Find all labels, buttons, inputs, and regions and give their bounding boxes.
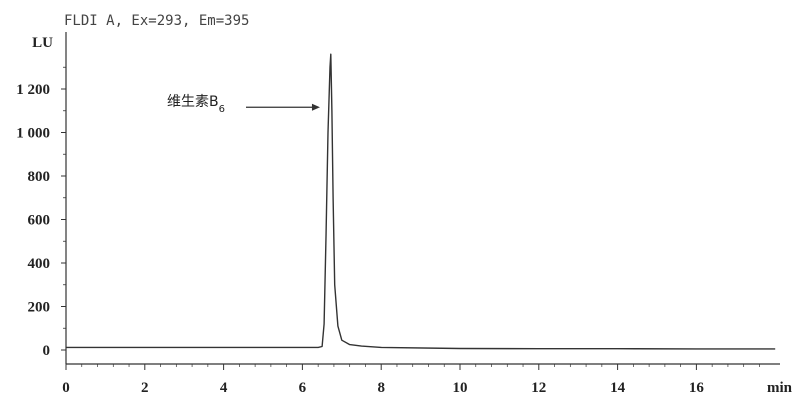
annotation-arrow-head [311,103,320,111]
x-tick-label: 4 [220,380,228,396]
y-tick-label: 400 [28,256,51,272]
y-tick-label: 1 000 [16,126,50,142]
y-tick-label: 200 [28,300,51,316]
y-tick-label: 600 [28,213,51,229]
peak-annotation-label: 维生素B6 [167,94,225,115]
x-tick-label: 0 [62,380,70,396]
chart-title: FLDI A, Ex=293, Em=395 [64,13,249,29]
x-tick-label: 14 [610,380,626,396]
x-tick-label: 12 [531,380,546,396]
x-axis-label: min [767,380,793,396]
x-tick-label: 16 [689,380,705,396]
y-tick-label: 0 [43,343,51,359]
series [66,53,776,350]
ticks: 0 200 400 600 800 1 000 1 200 0 2 4 6 8 10 12 14 16 [16,66,760,396]
series-line-0 [66,53,776,350]
x-tick-label: 10 [453,380,468,396]
annotations: 维生素B6 [167,94,320,115]
x-tick-label: 2 [141,380,149,396]
y-tick-label: 1 200 [16,82,50,98]
y-axis-label: LU [32,35,53,51]
y-tick-label: 800 [28,169,51,185]
x-tick-label: 8 [377,380,385,396]
axes [65,32,780,365]
x-tick-label: 6 [299,380,307,396]
